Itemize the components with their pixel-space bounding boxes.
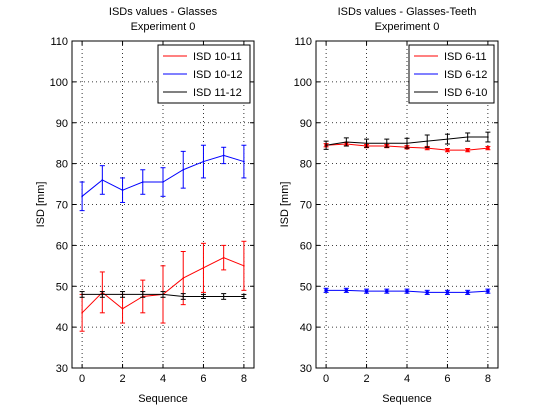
data-point (202, 295, 205, 298)
y-axis-label: ISD [mm] (279, 182, 291, 228)
data-point (101, 293, 104, 296)
legend: ISD 6-11 ISD 6-12 ISD 6-10 (408, 44, 495, 104)
x-tick-label: 0 (79, 373, 85, 385)
y-tick-label: 50 (56, 281, 68, 293)
y-tick-label: 80 (56, 159, 68, 171)
x-axis-label: Sequence (138, 393, 188, 405)
data-point (385, 142, 388, 144)
data-point (202, 160, 205, 163)
y-tick-label: 90 (56, 118, 68, 130)
x-tick-label: 8 (241, 373, 247, 385)
x-tick-label: 2 (363, 373, 369, 385)
y-tick-label: 110 (50, 36, 68, 48)
data-point (101, 179, 104, 181)
data-point (243, 295, 245, 298)
data-point (364, 289, 369, 293)
series-isd-6-10 (323, 131, 491, 150)
series-isd-10-12 (79, 144, 247, 212)
x-tick-label: 0 (323, 373, 329, 385)
data-point (222, 295, 225, 298)
data-point (222, 154, 225, 157)
data-point (243, 265, 245, 267)
legend-label: ISD 10-12 (193, 69, 243, 81)
legend-label: ISD 6-10 (444, 87, 487, 99)
x-tick-label: 8 (485, 373, 491, 385)
data-point (365, 142, 368, 144)
series-isd-10-11 (79, 240, 247, 332)
y-tick-label: 90 (300, 118, 312, 130)
data-point (486, 146, 490, 150)
legend-label: ISD 6-11 (444, 51, 487, 63)
data-point (384, 289, 389, 293)
y-tick-label: 70 (300, 200, 312, 212)
y-tick-label: 100 (50, 77, 68, 89)
y-tick-label: 60 (300, 240, 312, 252)
data-point (222, 256, 225, 259)
data-point (325, 144, 327, 147)
data-point (243, 160, 245, 163)
chart-title: ISDs values - Glasses (109, 6, 218, 18)
data-point (162, 181, 164, 183)
chart-subtitle: Experiment 0 (131, 21, 196, 33)
data-point (465, 148, 470, 152)
data-point (141, 293, 144, 296)
x-axis-label: Sequence (382, 393, 432, 405)
data-point (405, 289, 409, 293)
x-tick-label: 6 (200, 373, 206, 385)
data-point (446, 138, 449, 140)
y-tick-label: 110 (294, 36, 312, 48)
series-isd-11-12 (79, 291, 247, 300)
data-point (445, 148, 450, 152)
data-point (202, 267, 205, 269)
legend-label: ISD 11-12 (193, 87, 242, 99)
data-point (486, 289, 490, 293)
data-point (182, 295, 185, 298)
data-point (426, 140, 429, 142)
data-point (406, 142, 408, 144)
y-tick-label: 30 (300, 363, 312, 375)
legend: ISD 10-11 ISD 10-12 ISD 11-12 (157, 44, 251, 104)
series-isd-6-12 (323, 287, 491, 295)
data-point (182, 168, 185, 171)
data-point (162, 293, 164, 296)
y-tick-label: 50 (300, 281, 312, 293)
y-tick-label: 80 (300, 159, 312, 171)
data-point (121, 189, 124, 191)
y-tick-label: 40 (300, 322, 312, 334)
data-point (425, 290, 430, 295)
data-point (121, 307, 124, 310)
chart-title: ISDs values - Glasses-Teeth (338, 6, 477, 18)
y-tick-label: 40 (56, 322, 68, 334)
data-point (324, 288, 328, 293)
legend-label: ISD 6-12 (444, 69, 487, 81)
data-point (121, 293, 124, 296)
x-tick-label: 6 (444, 373, 450, 385)
x-tick-label: 4 (404, 373, 410, 385)
y-tick-label: 100 (294, 77, 312, 89)
x-tick-label: 4 (160, 373, 166, 385)
data-point (344, 288, 349, 293)
data-point (487, 136, 489, 138)
data-point (465, 290, 470, 295)
data-point (81, 312, 83, 314)
y-axis-label: ISD [mm] (35, 182, 47, 228)
y-tick-label: 60 (56, 240, 68, 252)
data-point (345, 141, 348, 143)
legend-label: ISD 10-11 (193, 51, 242, 63)
data-point (141, 181, 144, 183)
data-point (81, 293, 83, 296)
data-point (182, 277, 185, 279)
data-point (466, 136, 469, 138)
data-point (445, 290, 450, 295)
y-tick-label: 30 (56, 363, 68, 375)
y-tick-label: 70 (56, 200, 68, 212)
data-point (81, 195, 83, 198)
x-tick-label: 2 (119, 373, 125, 385)
chart-subtitle: Experiment 0 (375, 21, 440, 33)
